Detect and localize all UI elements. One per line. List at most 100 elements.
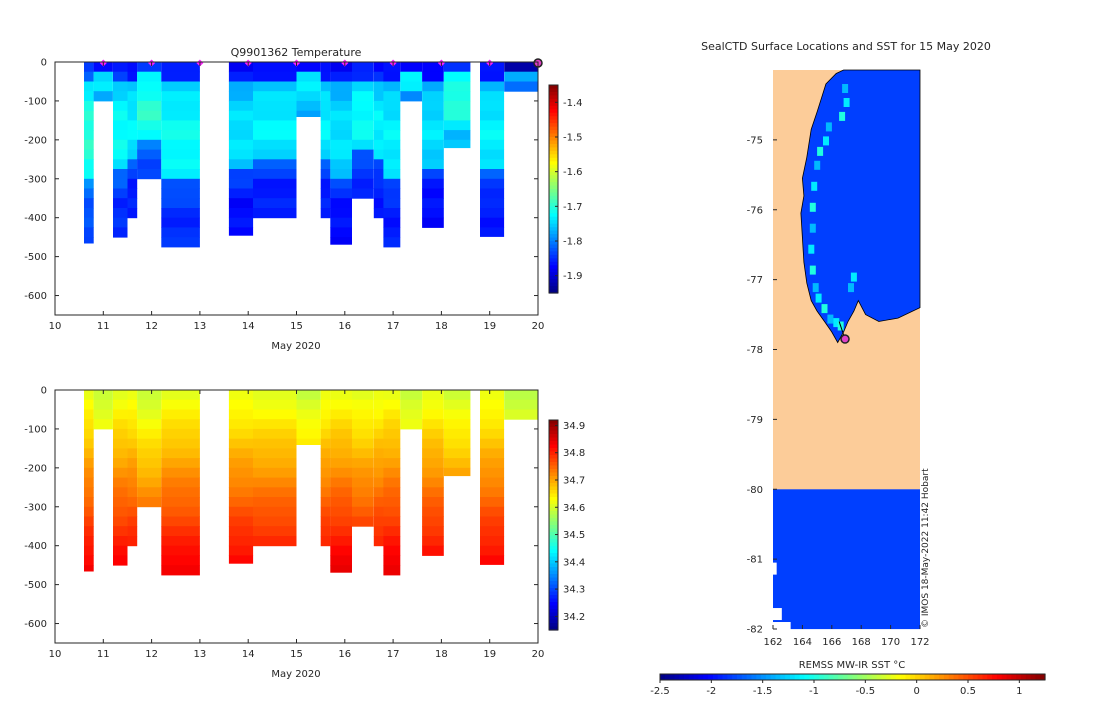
profile-cell: [373, 110, 384, 121]
colorbar-swatch: [549, 528, 558, 533]
sst-warm-cell: [811, 181, 818, 191]
x-tick-label: 16: [338, 649, 351, 660]
profile-cell: [127, 409, 138, 420]
colorbar-swatch: [549, 574, 558, 579]
profile-cell: [161, 159, 200, 170]
profile-cell: [84, 139, 94, 150]
profile-cell: [161, 100, 200, 112]
profile-cell: [330, 399, 352, 410]
profile-cell: [443, 139, 471, 149]
colorbar-swatch: [549, 546, 558, 551]
profile-cell: [228, 208, 254, 219]
colorbar-swatch: [549, 254, 558, 259]
profile-cell: [504, 409, 538, 420]
profile-cell: [480, 110, 505, 121]
map-y-tick-label: -81: [747, 555, 763, 566]
profile-cell: [330, 178, 352, 189]
profile-cell: [373, 448, 384, 459]
colorbar-swatch: [549, 85, 558, 90]
profile-cell: [137, 71, 162, 82]
y-tick-label: -100: [24, 424, 47, 435]
profile-cell: [93, 390, 113, 401]
profile-cell: [422, 399, 444, 410]
colorbar-swatch: [549, 609, 558, 614]
profile-cell: [127, 110, 138, 121]
profile-cell: [330, 91, 352, 102]
colorbar-swatch: [549, 504, 558, 509]
colorbar-swatch: [549, 265, 558, 270]
x-tick-label: 11: [97, 321, 110, 332]
profile-cell: [93, 399, 113, 410]
profile-cell: [480, 208, 505, 219]
colorbar-swatch: [871, 674, 878, 680]
profile-cell: [373, 130, 384, 141]
colorbar-swatch: [732, 674, 738, 680]
profile-cell: [161, 62, 200, 73]
colorbar-swatch: [809, 674, 815, 680]
colorbar-swatch: [664, 674, 671, 680]
profile-cell: [422, 217, 444, 228]
map-y-tick-label: -75: [747, 135, 763, 146]
profile-cell: [137, 467, 162, 478]
profile-cell: [383, 438, 401, 449]
profile-cell: [373, 159, 384, 170]
profile-cell: [383, 169, 401, 180]
profile-cell: [504, 81, 538, 92]
profile-cell: [137, 159, 162, 170]
profile-cell: [400, 62, 422, 73]
profile-cell: [422, 62, 444, 73]
profile-cell: [84, 536, 94, 547]
colorbar-swatch: [549, 202, 558, 207]
profile-cell: [296, 81, 321, 92]
profile-cell: [480, 159, 505, 170]
profile-cell: [228, 545, 254, 556]
profile-cell: [113, 198, 128, 209]
profile-cell: [320, 71, 331, 82]
colorbar-swatch: [549, 535, 558, 540]
profile-cell: [330, 467, 352, 478]
profile-cell: [480, 545, 505, 556]
profile-cell: [127, 526, 138, 537]
profile-cell: [127, 419, 138, 430]
map-x-tick-label: 172: [910, 637, 929, 648]
map-y-tick-label: -79: [747, 415, 763, 426]
colorbar-frame: [548, 84, 559, 294]
sst-warm-cell: [850, 272, 857, 282]
profile-cell: [504, 399, 538, 410]
profile-cell: [400, 81, 422, 92]
colorbar-swatch: [669, 674, 676, 680]
colorbar-swatch: [549, 521, 558, 526]
profile-cell: [228, 399, 254, 410]
profile-cell: [422, 545, 444, 556]
colorbar-tick-label: -1.7: [563, 202, 583, 213]
profile-cell: [161, 419, 200, 430]
colorbar-swatch: [549, 195, 558, 200]
colorbar-swatch: [934, 674, 940, 680]
colorbar-swatch: [838, 674, 844, 680]
profile-cell: [320, 390, 331, 401]
colorbar-swatch: [549, 282, 558, 287]
profile-cell: [296, 419, 321, 430]
profile-cell: [253, 419, 297, 430]
profile-cell: [352, 438, 374, 449]
profile-cell: [330, 188, 352, 199]
y-tick-label: -200: [24, 135, 47, 146]
profile-cell: [480, 438, 505, 449]
profile-cell: [422, 149, 444, 160]
profile-cell: [400, 399, 422, 410]
profile-cell: [320, 399, 331, 410]
colorbar-swatch: [905, 674, 911, 680]
profile-cell: [480, 149, 505, 160]
profile-cell: [320, 91, 331, 102]
profile-cell: [161, 545, 200, 556]
profile-cell: [320, 428, 331, 440]
profile-cell: [228, 130, 254, 141]
profile-cell: [443, 419, 471, 430]
profile-cell: [228, 477, 254, 488]
profile-cell: [127, 91, 138, 102]
profile-cell: [296, 110, 321, 117]
colorbar-swatch: [549, 525, 558, 530]
map-x-tick-label: 164: [793, 637, 812, 648]
profile-cell: [137, 399, 162, 410]
colorbar-swatch: [992, 674, 998, 680]
